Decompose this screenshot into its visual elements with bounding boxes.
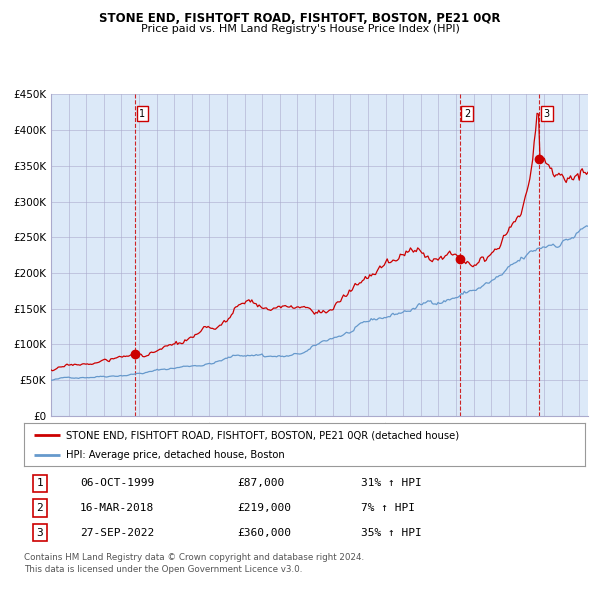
Text: 31% ↑ HPI: 31% ↑ HPI: [361, 478, 421, 488]
Text: 16-MAR-2018: 16-MAR-2018: [80, 503, 154, 513]
Text: 1: 1: [139, 109, 146, 119]
Text: 3: 3: [544, 109, 550, 119]
Text: 35% ↑ HPI: 35% ↑ HPI: [361, 528, 421, 538]
Text: 06-OCT-1999: 06-OCT-1999: [80, 478, 154, 488]
Text: 27-SEP-2022: 27-SEP-2022: [80, 528, 154, 538]
Text: Contains HM Land Registry data © Crown copyright and database right 2024.: Contains HM Land Registry data © Crown c…: [24, 553, 364, 562]
Text: Price paid vs. HM Land Registry's House Price Index (HPI): Price paid vs. HM Land Registry's House …: [140, 24, 460, 34]
Text: £87,000: £87,000: [237, 478, 284, 488]
Text: 1: 1: [37, 478, 43, 488]
Text: £360,000: £360,000: [237, 528, 291, 538]
Text: This data is licensed under the Open Government Licence v3.0.: This data is licensed under the Open Gov…: [24, 565, 302, 574]
Text: STONE END, FISHTOFT ROAD, FISHTOFT, BOSTON, PE21 0QR: STONE END, FISHTOFT ROAD, FISHTOFT, BOST…: [99, 12, 501, 25]
Text: 2: 2: [37, 503, 43, 513]
Text: £219,000: £219,000: [237, 503, 291, 513]
Text: 7% ↑ HPI: 7% ↑ HPI: [361, 503, 415, 513]
Text: HPI: Average price, detached house, Boston: HPI: Average price, detached house, Bost…: [66, 450, 285, 460]
Text: STONE END, FISHTOFT ROAD, FISHTOFT, BOSTON, PE21 0QR (detached house): STONE END, FISHTOFT ROAD, FISHTOFT, BOST…: [66, 430, 459, 440]
Text: 2: 2: [464, 109, 470, 119]
Text: 3: 3: [37, 528, 43, 538]
